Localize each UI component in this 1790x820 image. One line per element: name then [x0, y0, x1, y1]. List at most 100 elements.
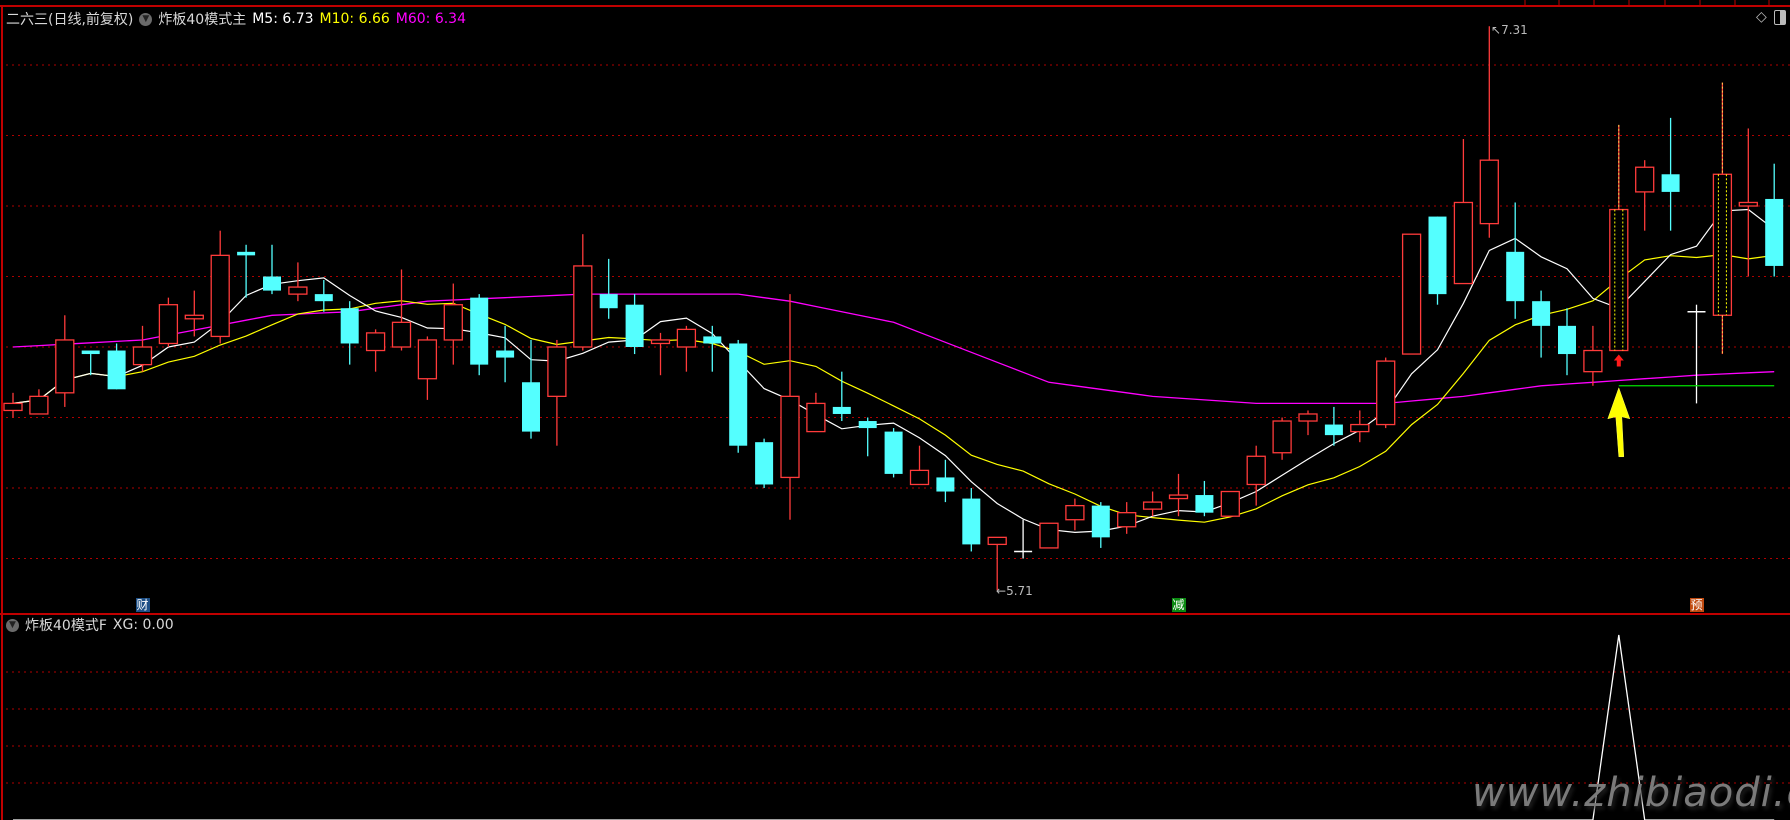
yellow-up-arrow-icon — [1607, 387, 1631, 458]
candle — [237, 244, 256, 298]
candle — [288, 262, 308, 302]
candle — [1298, 410, 1318, 436]
candle-body — [909, 469, 930, 486]
high-price-value: 7.31 — [1501, 23, 1528, 37]
candle-body — [1479, 159, 1499, 225]
candle — [158, 297, 179, 347]
candle-body — [936, 477, 955, 492]
candle-body — [1246, 455, 1266, 486]
candle-body — [676, 328, 697, 348]
candle — [729, 339, 748, 453]
candle-body — [365, 332, 386, 352]
candle-body — [599, 294, 618, 309]
candle — [391, 269, 412, 351]
diamond-icon[interactable]: ◇ — [1756, 9, 1767, 25]
candle — [1220, 490, 1240, 517]
candle — [340, 301, 359, 365]
candle — [1506, 202, 1525, 319]
indicator-dropdown-icon[interactable]: ▼ — [6, 618, 19, 632]
candle — [987, 536, 1007, 591]
candle-body — [55, 339, 75, 394]
candle — [1765, 163, 1784, 277]
candle-body — [884, 431, 903, 474]
candle-body — [858, 421, 877, 429]
indicator-dropdown-icon[interactable]: ▼ — [139, 12, 153, 26]
candle — [625, 294, 644, 355]
candle — [858, 417, 877, 457]
candle — [29, 389, 49, 415]
ma10-value: M10: 6.66 — [319, 11, 390, 27]
candle — [1246, 445, 1266, 506]
candle — [1272, 417, 1292, 460]
candle — [573, 234, 593, 351]
candle — [132, 325, 153, 372]
candle-body — [314, 294, 333, 302]
candle-body — [496, 350, 515, 358]
candle — [1738, 128, 1758, 277]
sub-indicator-name[interactable]: 炸板40模式F — [25, 618, 107, 634]
candle-body — [1298, 413, 1318, 422]
signal-overlay — [1607, 354, 1775, 458]
ma60-line — [12, 293, 1775, 405]
candle-body — [391, 321, 412, 348]
event-marker[interactable]: 预 — [1689, 598, 1704, 612]
ma10-line — [12, 253, 1775, 523]
candle-body — [1195, 495, 1214, 513]
candle — [210, 230, 230, 344]
main-panel-header: 二六三(日线,前复权) ▼ 炸板40模式主 M5: 6.73 M10: 6.66… — [6, 9, 472, 29]
candle — [884, 428, 903, 478]
candle — [650, 332, 671, 376]
candle-body — [210, 254, 230, 338]
candle-body — [1453, 201, 1474, 285]
candle-body — [806, 402, 826, 433]
candle — [1376, 357, 1396, 429]
candle-body — [755, 442, 774, 485]
panel-toggle-icon[interactable] — [1774, 10, 1786, 25]
candle-body — [1532, 301, 1551, 326]
candle-body — [1039, 522, 1059, 549]
candle — [962, 488, 981, 552]
candle-body — [263, 276, 281, 291]
candle-body — [1558, 325, 1576, 355]
candle — [1195, 480, 1214, 517]
candle — [1168, 473, 1189, 517]
candle-body — [1583, 349, 1603, 373]
candle — [1142, 491, 1163, 517]
candle — [832, 371, 851, 422]
candle-body — [703, 336, 722, 344]
event-marker[interactable]: 财 — [135, 598, 150, 612]
main-indicator-name[interactable]: 炸板40模式主 — [158, 12, 247, 28]
candle-body — [1506, 251, 1525, 302]
candle — [1479, 26, 1499, 238]
candle — [263, 244, 281, 295]
candle-body — [780, 395, 800, 479]
low-price-value: 5.71 — [1006, 584, 1033, 598]
candle-body — [1168, 494, 1189, 500]
candle — [806, 392, 826, 433]
candle-body — [1142, 501, 1163, 510]
candle-body — [158, 304, 179, 345]
candle — [417, 336, 438, 400]
candle-body — [1065, 504, 1085, 521]
candle-body — [132, 346, 153, 366]
ma5-line — [12, 208, 1775, 534]
candle — [780, 294, 800, 520]
candle — [81, 350, 100, 376]
event-marker[interactable]: 减 — [1171, 598, 1186, 612]
candle — [314, 280, 333, 312]
candle-body — [729, 343, 748, 446]
candle-body — [3, 402, 23, 412]
candle-body — [470, 297, 489, 365]
candle — [1014, 519, 1033, 559]
candle — [184, 290, 204, 337]
stock-title[interactable]: 二六三(日线,前复权) — [6, 12, 134, 28]
candle — [1635, 160, 1655, 231]
candle-body — [1091, 505, 1110, 538]
candle-body — [1738, 201, 1758, 207]
candle-body — [1635, 166, 1655, 193]
candle-body — [1661, 174, 1680, 192]
candle-body — [547, 346, 567, 397]
red-up-arrow-icon — [1613, 354, 1624, 367]
candle — [1712, 82, 1733, 355]
